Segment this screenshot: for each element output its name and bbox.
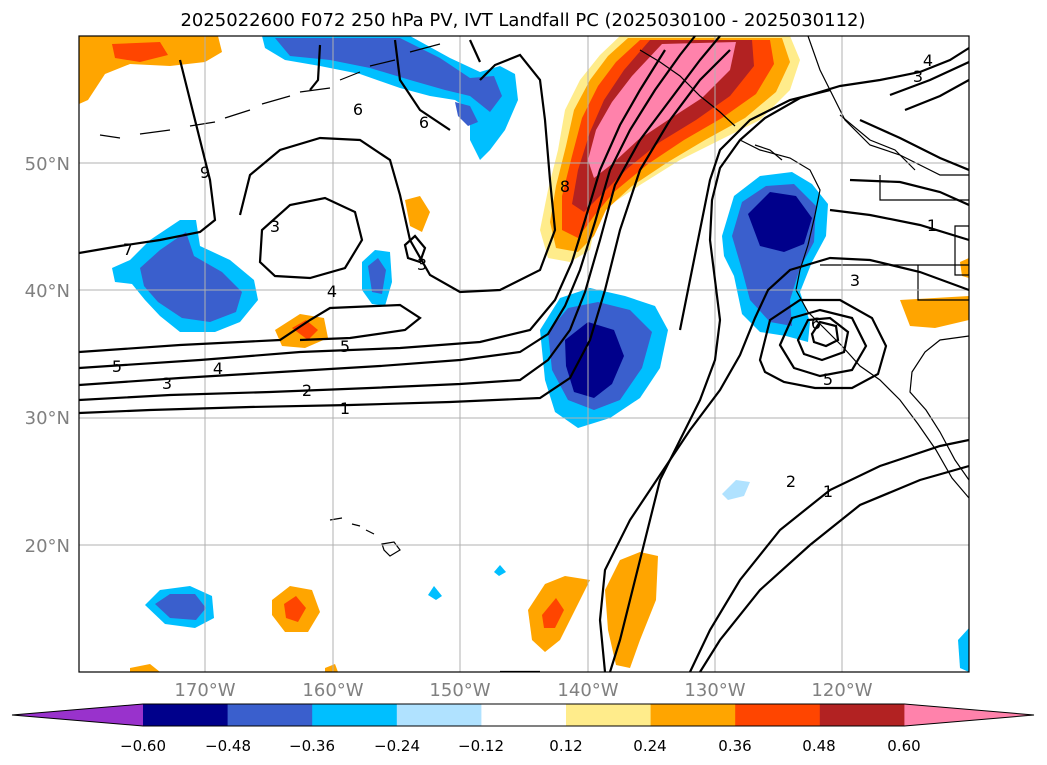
colorbar-segment bbox=[481, 704, 567, 726]
colorbar-segment bbox=[312, 704, 398, 726]
contour-label: 6 bbox=[353, 100, 363, 119]
latitude-labels: 50°N 40°N 30°N 20°N bbox=[25, 154, 70, 557]
contour-label: 8 bbox=[560, 177, 570, 196]
contour-label: 2 bbox=[302, 381, 312, 400]
colorbar-segment bbox=[819, 704, 905, 726]
colorbar-segment bbox=[566, 704, 652, 726]
colorbar bbox=[11, 703, 1035, 727]
lon-label-160w: 160°W bbox=[302, 680, 363, 701]
contour-label: 3 bbox=[270, 217, 280, 236]
colorbar-labels: −0.60 −0.48 −0.36 −0.24 −0.12 0.12 0.24 … bbox=[120, 737, 921, 755]
colorbar-segment bbox=[735, 704, 821, 726]
lat-label-20n: 20°N bbox=[25, 536, 70, 557]
lon-label-140w: 140°W bbox=[557, 680, 618, 701]
contour-label: 3 bbox=[417, 255, 427, 274]
longitude-labels: 170°W 160°W 150°W 140°W 130°W 120°W bbox=[174, 680, 872, 701]
lat-label-50n: 50°N bbox=[25, 154, 70, 175]
contour-label: 4 bbox=[327, 282, 337, 301]
pv-contours bbox=[79, 36, 969, 672]
contour-label: 1 bbox=[927, 216, 937, 235]
colorbar-segment bbox=[227, 704, 313, 726]
lon-label-150w: 150°W bbox=[429, 680, 490, 701]
contour-label: 7 bbox=[123, 240, 133, 259]
positive-anomaly-fill bbox=[79, 36, 969, 672]
contour-label: 1 bbox=[823, 482, 833, 501]
contour-label: 3 bbox=[913, 67, 923, 86]
contour-label: 4 bbox=[923, 51, 933, 70]
colorbar-tick-label: 0.36 bbox=[718, 737, 751, 755]
colorbar-tick-label: −0.24 bbox=[374, 737, 420, 755]
colorbar-tick-label: 0.60 bbox=[887, 737, 920, 755]
contour-label: 9 bbox=[200, 163, 210, 182]
lon-label-130w: 130°W bbox=[684, 680, 745, 701]
contour-label: 5 bbox=[340, 337, 350, 356]
contour-label: 5 bbox=[112, 357, 122, 376]
coastlines bbox=[99, 36, 969, 557]
colorbar-segment bbox=[650, 704, 736, 726]
colorbar-tick-label: −0.48 bbox=[205, 737, 251, 755]
lon-label-170w: 170°W bbox=[174, 680, 235, 701]
graticule bbox=[79, 36, 969, 672]
map-frame bbox=[78, 35, 970, 673]
contour-label: 3 bbox=[162, 374, 172, 393]
colorbar-tick-label: −0.12 bbox=[458, 737, 504, 755]
map-title: 2025022600 F072 250 hPa PV, IVT Landfall… bbox=[180, 10, 865, 31]
colorbar-segment bbox=[396, 704, 482, 726]
colorbar-segment bbox=[143, 704, 229, 726]
contour-labels: 7 6 9 3 4 5 3 4 3 2 1 5 6 8 3 4 1 3 6 5 … bbox=[112, 51, 937, 501]
contour-label: 2 bbox=[786, 472, 796, 491]
colorbar-outline bbox=[11, 703, 1035, 727]
colorbar-extend-right bbox=[904, 704, 1034, 726]
contour-label: 4 bbox=[213, 359, 223, 378]
contour-label: 6 bbox=[419, 113, 429, 132]
colorbar-tick-label: 0.24 bbox=[633, 737, 666, 755]
contour-label: 1 bbox=[340, 399, 350, 418]
colorbar-tick-label: −0.36 bbox=[289, 737, 335, 755]
contour-label: 3 bbox=[850, 271, 860, 290]
colorbar-extend-left bbox=[12, 704, 143, 726]
colorbar-tick-label: −0.60 bbox=[120, 737, 166, 755]
contour-label: 6 bbox=[811, 314, 821, 333]
map-area: 7 6 9 3 4 5 3 4 3 2 1 5 6 8 3 4 1 3 6 5 … bbox=[79, 36, 969, 672]
colorbar-tick-label: 0.12 bbox=[549, 737, 582, 755]
contour-label: 5 bbox=[823, 370, 833, 389]
lat-label-40n: 40°N bbox=[25, 281, 70, 302]
lon-label-120w: 120°W bbox=[811, 680, 872, 701]
lat-label-30n: 30°N bbox=[25, 408, 70, 429]
colorbar-tick-label: 0.48 bbox=[802, 737, 835, 755]
